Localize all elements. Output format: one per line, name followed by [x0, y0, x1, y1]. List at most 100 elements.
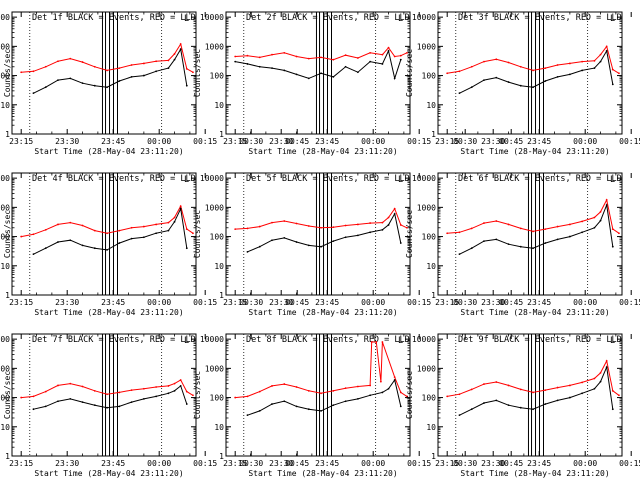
events-point: [167, 229, 170, 232]
y-axis-label: Counts/sec: [405, 49, 414, 97]
lld-point: [155, 60, 158, 63]
y-tick-label: 10000: [0, 335, 10, 344]
events-point: [118, 242, 121, 244]
x-tick-label: 00:15: [619, 459, 640, 468]
x-tick-label: 23:30: [55, 298, 79, 307]
events-point: [599, 380, 602, 383]
x-axis-label: Start Time (28-May-04 23:11:20): [34, 469, 183, 478]
y-tick-label: 1000: [205, 364, 224, 373]
lld-point: [295, 386, 298, 388]
panel-det-2f: Det 2f BLACK = Events, RED = LLDL1101001…: [193, 11, 523, 156]
events-point: [167, 392, 170, 395]
events-point: [507, 404, 510, 407]
events-point: [179, 385, 182, 387]
lld-point: [69, 57, 72, 60]
lld-point: [192, 232, 194, 235]
lld-point: [106, 69, 108, 72]
lld-point: [57, 384, 59, 387]
lld-point: [179, 379, 182, 381]
corner-mark: L: [184, 336, 189, 346]
plot-frame: [225, 11, 411, 135]
x-axis-label: Start Time (28-May-04 23:11:20): [248, 147, 397, 156]
events-point: [611, 408, 614, 411]
events-point: [130, 401, 133, 403]
events-point: [155, 232, 158, 235]
lld-point: [611, 389, 614, 392]
lld-point: [295, 222, 298, 225]
lld-series-line: [447, 359, 620, 397]
lld-point: [258, 225, 261, 228]
events-series-line: [459, 203, 614, 255]
x-tick-label: 00:45: [285, 137, 309, 146]
lld-point: [142, 225, 145, 228]
lld-series-line: [447, 45, 620, 74]
events-point: [611, 83, 614, 86]
lld-point: [118, 229, 121, 232]
events-point: [369, 231, 372, 234]
events-point: [556, 399, 559, 402]
lld-point: [69, 221, 72, 224]
lld-point: [81, 61, 84, 63]
lld-point: [399, 391, 402, 394]
events-point: [332, 76, 335, 78]
lld-point: [234, 55, 237, 58]
events-point: [307, 408, 310, 411]
lld-point: [93, 229, 96, 232]
y-tick-label: 1: [431, 291, 436, 300]
lld-point: [106, 232, 108, 235]
lld-point: [593, 377, 596, 380]
lld-point: [458, 70, 461, 73]
y-tick-label: 10000: [412, 174, 436, 183]
lld-point: [344, 387, 347, 390]
y-tick-label: 1: [431, 130, 436, 139]
y-tick-label: 1000: [0, 364, 10, 373]
events-point: [106, 406, 108, 409]
events-point: [246, 414, 249, 417]
lld-point: [370, 341, 373, 343]
lld-point: [446, 232, 449, 235]
x-tick-label: 23:45: [527, 137, 551, 146]
lld-point: [605, 45, 608, 48]
events-point: [393, 212, 396, 215]
y-axis-label: Counts/sec: [405, 371, 414, 419]
lld-point: [234, 228, 237, 231]
y-tick-label: 10000: [412, 335, 436, 344]
events-point: [142, 74, 145, 77]
lld-point: [320, 56, 322, 59]
events-point: [611, 245, 614, 248]
events-series-line: [33, 47, 188, 94]
plot-frame: [437, 172, 623, 296]
y-tick-label: 100: [422, 233, 437, 242]
x-tick-label: 00:00: [573, 298, 597, 307]
lld-point: [393, 207, 396, 210]
events-point: [483, 240, 485, 242]
lld-point: [369, 51, 372, 54]
x-tick-label: 00:00: [361, 298, 385, 307]
x-tick-label: 00:15: [193, 459, 217, 468]
events-point: [581, 392, 584, 395]
lld-point: [568, 223, 571, 226]
x-tick-label: 23:15: [435, 298, 459, 307]
events-point: [320, 409, 322, 412]
y-tick-label: 1000: [417, 42, 436, 51]
x-tick-label: 23:15: [223, 137, 247, 146]
y-tick-label: 10: [0, 101, 10, 110]
events-point: [544, 403, 547, 405]
events-point: [173, 389, 176, 392]
x-tick-label: 23:45: [527, 459, 551, 468]
lld-point: [179, 43, 182, 45]
y-tick-label: 100: [210, 394, 225, 403]
lld-point: [556, 64, 559, 66]
corner-mark: L: [184, 14, 189, 24]
x-tick-label: 23:30: [269, 137, 293, 146]
lld-point: [130, 389, 133, 392]
events-point: [307, 77, 310, 80]
events-point: [544, 242, 547, 244]
lld-point: [93, 389, 96, 392]
events-point: [142, 398, 145, 400]
lld-point: [618, 232, 620, 235]
x-tick-label: 00:45: [285, 298, 309, 307]
events-point: [568, 396, 571, 399]
lld-point: [81, 385, 84, 388]
events-point: [519, 406, 522, 409]
